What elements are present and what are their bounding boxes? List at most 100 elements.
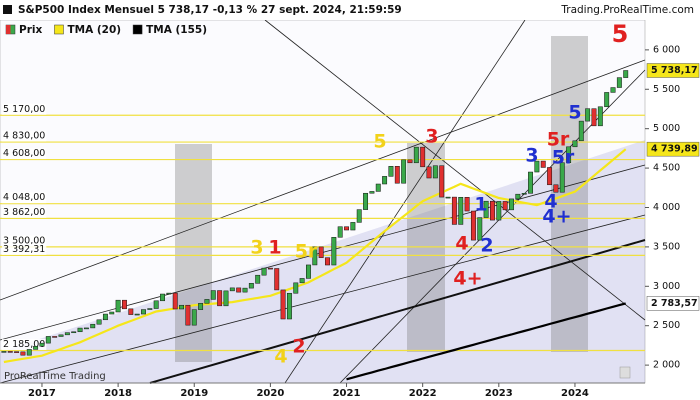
- candle: [261, 267, 267, 276]
- legend-swatch: [132, 24, 143, 35]
- candle: [363, 192, 369, 210]
- candle: [483, 200, 489, 218]
- level-label: 5 170,00: [3, 104, 45, 115]
- candle: [585, 108, 591, 122]
- candle: [559, 162, 565, 193]
- candle: [344, 226, 349, 231]
- y-tick-label: 6 000: [653, 44, 680, 55]
- info-icon: [619, 366, 631, 379]
- candle: [147, 308, 153, 310]
- y-tick-label: 3 500: [653, 241, 680, 252]
- level-label-bg: [2, 148, 47, 160]
- candle: [267, 267, 273, 270]
- time-zone: [407, 143, 445, 352]
- candle: [540, 160, 546, 168]
- wave-label: 4: [455, 233, 468, 255]
- candle: [369, 191, 375, 194]
- candle: [102, 313, 108, 321]
- candle: [432, 165, 438, 179]
- wave-label: 2: [480, 235, 493, 257]
- last-value-box: [646, 63, 700, 78]
- candle: [350, 222, 356, 231]
- candle: [502, 201, 508, 211]
- candle: [356, 209, 362, 223]
- candle: [179, 304, 185, 310]
- shaded-band: [0, 140, 645, 383]
- candle: [331, 237, 337, 266]
- candle: [413, 146, 419, 164]
- candle: [515, 193, 521, 200]
- candle: [134, 313, 140, 316]
- candle: [572, 140, 578, 148]
- legend-label: TMA (20): [67, 24, 121, 36]
- wave-label: 5: [568, 102, 581, 124]
- wave-label: 2: [292, 336, 305, 358]
- candle: [280, 289, 286, 320]
- x-tick-label: 2024: [561, 388, 589, 399]
- y-tick-label: 2 500: [653, 320, 680, 331]
- candle: [229, 287, 235, 292]
- candle: [293, 282, 299, 294]
- candle: [217, 290, 223, 307]
- level-label-bg: [2, 339, 47, 351]
- candle: [394, 166, 400, 184]
- level-label-bg: [2, 130, 47, 142]
- y-tick-label: 4 000: [653, 202, 680, 213]
- level-label-bg: [2, 235, 47, 247]
- candle: [312, 246, 318, 266]
- last-value-label: 5 738,17: [651, 65, 698, 76]
- candle: [477, 217, 483, 241]
- candle: [401, 159, 407, 184]
- source: Trading.ProRealTime.com: [560, 4, 694, 16]
- last-value-label: 4 739,89: [651, 144, 698, 155]
- candle: [445, 196, 451, 199]
- plot-area: [0, 19, 646, 384]
- candle: [172, 292, 178, 310]
- candle: [591, 108, 597, 127]
- level-label-bg: [2, 103, 47, 115]
- x-tick-label: 2021: [333, 388, 361, 399]
- y-tick-label: 5 500: [653, 84, 680, 95]
- candle: [451, 196, 457, 225]
- menu-icon: [3, 5, 12, 14]
- legend-swatch: [54, 24, 64, 35]
- candle: [210, 290, 216, 300]
- level-label: 4 830,00: [3, 131, 45, 142]
- candle: [521, 193, 527, 195]
- candle: [553, 184, 559, 193]
- candle: [623, 70, 629, 78]
- legend-label: Prix: [19, 24, 42, 36]
- watermark: ProRealTime Trading: [4, 371, 106, 382]
- candle: [160, 293, 165, 302]
- candle: [306, 264, 311, 279]
- last-value-label: 2 783,57: [651, 298, 698, 309]
- trendline: [0, 214, 646, 384]
- candle: [153, 300, 159, 309]
- candle: [470, 210, 476, 241]
- candle: [610, 87, 616, 93]
- wave-label: 5r: [295, 241, 318, 263]
- x-tick-label: 2019: [180, 388, 208, 399]
- candle: [166, 292, 172, 295]
- candle: [496, 201, 502, 221]
- wave-label: 3: [425, 126, 438, 148]
- wave-label: 4+: [542, 206, 571, 228]
- candle: [286, 292, 292, 320]
- wave-label: 5r: [547, 129, 570, 151]
- chart-title: S&P500 Index Mensuel 5 738,17 -0,13 % 27…: [18, 4, 402, 16]
- candle: [58, 334, 64, 337]
- candle: [14, 351, 20, 353]
- level-label-bg: [2, 192, 47, 204]
- ma-line: [346, 302, 626, 381]
- wave-label: 4: [274, 346, 287, 368]
- candle: [318, 246, 324, 258]
- candle: [20, 351, 26, 356]
- x-tick-label: 2017: [28, 388, 56, 399]
- last-value-box: [646, 141, 700, 157]
- candle: [439, 165, 445, 198]
- x-tick-label: 2020: [256, 388, 284, 399]
- level-label: 3 862,00: [3, 207, 45, 218]
- candle: [141, 309, 146, 315]
- legend-swatch: [6, 25, 11, 34]
- candle: [90, 323, 96, 329]
